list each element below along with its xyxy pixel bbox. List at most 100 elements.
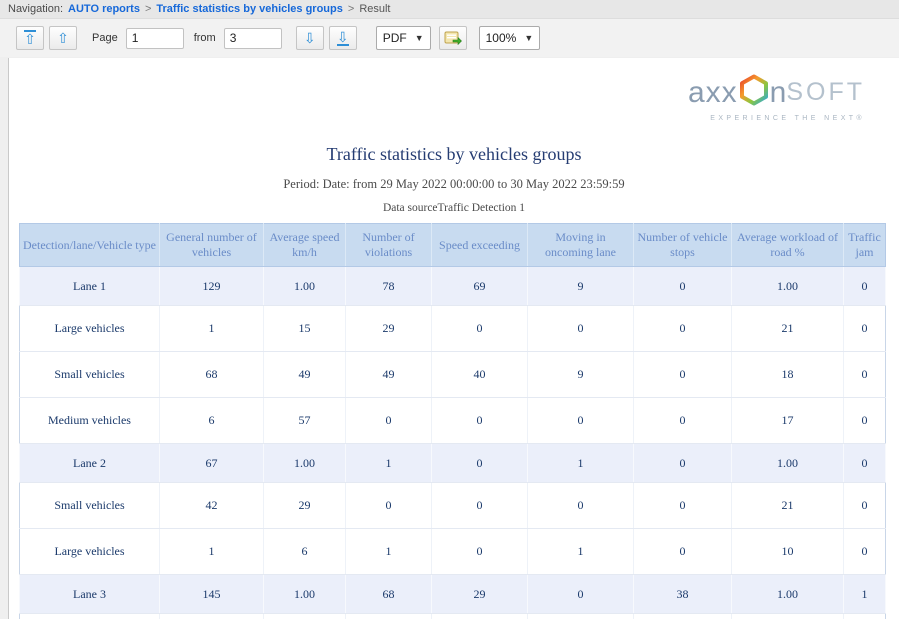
value-cell: 1.00 — [731, 574, 844, 614]
value-cell: 1.00 — [263, 443, 346, 483]
value-cell: 6 — [263, 528, 346, 575]
logo-text-n: n — [769, 75, 787, 109]
value-cell: 0 — [527, 574, 634, 614]
row-label-cell: Small vehicles — [19, 351, 160, 398]
row-label-cell: Small vehicles — [19, 613, 160, 619]
value-cell: 0 — [431, 397, 528, 444]
column-header: General number of vehicles — [159, 223, 264, 267]
value-cell: 0 — [843, 528, 886, 575]
table-row: Large vehicles 1 6 1 0 1 0 10 0 — [19, 528, 886, 575]
last-page-icon: ⇩ — [336, 29, 349, 46]
export-icon — [444, 30, 462, 47]
value-cell: 0 — [633, 397, 732, 444]
value-cell: 49 — [263, 351, 346, 398]
value-cell: 1 — [159, 528, 264, 575]
breadcrumb-separator: > — [144, 3, 152, 15]
value-cell: 67 — [159, 443, 264, 483]
next-page-button[interactable]: ⇩ — [295, 26, 324, 50]
value-cell: 0 — [431, 443, 528, 483]
value-cell: 0 — [431, 528, 528, 575]
table-row: Lane 2 67 1.00 1 0 1 0 1.00 0 — [19, 443, 886, 483]
breadcrumb-link-auto-reports[interactable]: AUTO reports — [68, 3, 140, 15]
axxonsoft-logo: axx n SOFT EXPERIENCE THE NE — [675, 74, 865, 122]
column-header: Traffic jam — [843, 223, 886, 267]
previous-page-button[interactable]: ⇧ — [49, 26, 77, 50]
table-header-row: Detection/lane/Vehicle type General numbe… — [19, 223, 886, 267]
value-cell: 1 — [159, 305, 264, 352]
first-page-button[interactable]: ⇧ — [16, 26, 44, 50]
export-button[interactable] — [438, 26, 467, 50]
value-cell: 21 — [731, 482, 844, 529]
column-header: Number of violations — [345, 223, 432, 267]
row-label-cell: Lane 3 — [19, 574, 160, 614]
column-header: Average speed km/h — [263, 223, 346, 267]
value-cell: 78 — [345, 266, 432, 306]
value-cell: 0 — [527, 482, 634, 529]
last-page-button[interactable]: ⇩ — [328, 26, 357, 50]
value-cell: 0 — [431, 482, 528, 529]
value-cell: 0 — [527, 397, 634, 444]
statistics-table: Detection/lane/Vehicle type General numbe… — [19, 223, 886, 619]
value-cell: 9 — [527, 266, 634, 306]
table-row: Lane 3 145 1.00 68 29 0 38 1.00 1 — [19, 574, 886, 614]
value-cell: 145 — [159, 574, 264, 614]
value-cell: 0 — [527, 613, 634, 619]
value-cell: 68 — [345, 574, 432, 614]
breadcrumb-separator: > — [347, 3, 355, 15]
current-page-input[interactable] — [125, 27, 184, 49]
row-label-cell: Large vehicles — [19, 305, 160, 352]
logo-tagline: EXPERIENCE THE NEXT® — [710, 115, 865, 122]
column-header: Speed exceeding — [431, 223, 528, 267]
value-cell: 1 — [527, 528, 634, 575]
row-label-cell: Lane 2 — [19, 443, 160, 483]
value-cell: 0 — [843, 482, 886, 529]
value-cell: 1 — [345, 443, 432, 483]
value-cell: 0 — [633, 613, 732, 619]
row-label-cell: Medium vehicles — [19, 397, 160, 444]
column-header: Number of vehicle stops — [633, 223, 732, 267]
value-cell: 42 — [159, 482, 264, 529]
report-data-source: Data sourceTraffic Detection 1 — [382, 202, 526, 214]
value-cell: 1 — [527, 443, 634, 483]
page-label: Page — [92, 32, 118, 44]
breadcrumb-prefix: Navigation: — [8, 3, 64, 15]
value-cell: 40 — [431, 351, 528, 398]
value-cell: 69 — [431, 266, 528, 306]
from-label: from — [193, 32, 216, 44]
column-header: Moving in oncoming lane — [527, 223, 634, 267]
value-cell: 17 — [731, 397, 844, 444]
value-cell: 21 — [731, 613, 844, 619]
breadcrumb-link-report[interactable]: Traffic statistics by vehicles groups — [156, 3, 343, 15]
chevron-down-icon: ▼ — [524, 33, 534, 43]
value-cell: 0 — [633, 266, 732, 306]
value-cell: 10 — [731, 528, 844, 575]
value-cell: 0 — [843, 351, 886, 398]
value-cell: 29 — [431, 574, 528, 614]
value-cell: 0 — [345, 482, 432, 529]
value-cell: 1 — [345, 528, 432, 575]
value-cell: 0 — [633, 305, 732, 352]
table-row: Medium vehicles 6 57 0 0 0 0 17 0 — [19, 397, 886, 444]
logo-text-soft: SOFT — [786, 78, 865, 106]
value-cell: 49 — [345, 351, 432, 398]
value-cell: 0 — [527, 305, 634, 352]
value-cell: 9 — [527, 351, 634, 398]
value-cell: 6 — [159, 397, 264, 444]
report-period: Period: Date: from 29 May 2022 00:00:00 … — [283, 177, 625, 191]
logo-text-axx: axx — [687, 75, 738, 109]
zoom-select[interactable]: 100% ▼ — [478, 26, 541, 50]
value-cell: 0 — [843, 266, 886, 306]
table-row: Lane 1 129 1.00 78 69 9 0 1.00 0 — [19, 266, 886, 306]
value-cell: 1.00 — [731, 443, 844, 483]
value-cell: 0 — [633, 351, 732, 398]
row-label-cell: Small vehicles — [19, 482, 160, 529]
value-cell: 57 — [263, 397, 346, 444]
column-header: Average workload of road % — [731, 223, 844, 267]
total-pages-input[interactable] — [223, 27, 282, 49]
hexagon-logo-icon — [739, 74, 769, 111]
previous-page-icon: ⇧ — [57, 30, 69, 46]
value-cell: 1.00 — [263, 266, 346, 306]
value-cell: 38 — [633, 574, 732, 614]
value-cell: 1 — [843, 613, 886, 619]
export-format-select[interactable]: PDF ▼ — [375, 26, 431, 50]
